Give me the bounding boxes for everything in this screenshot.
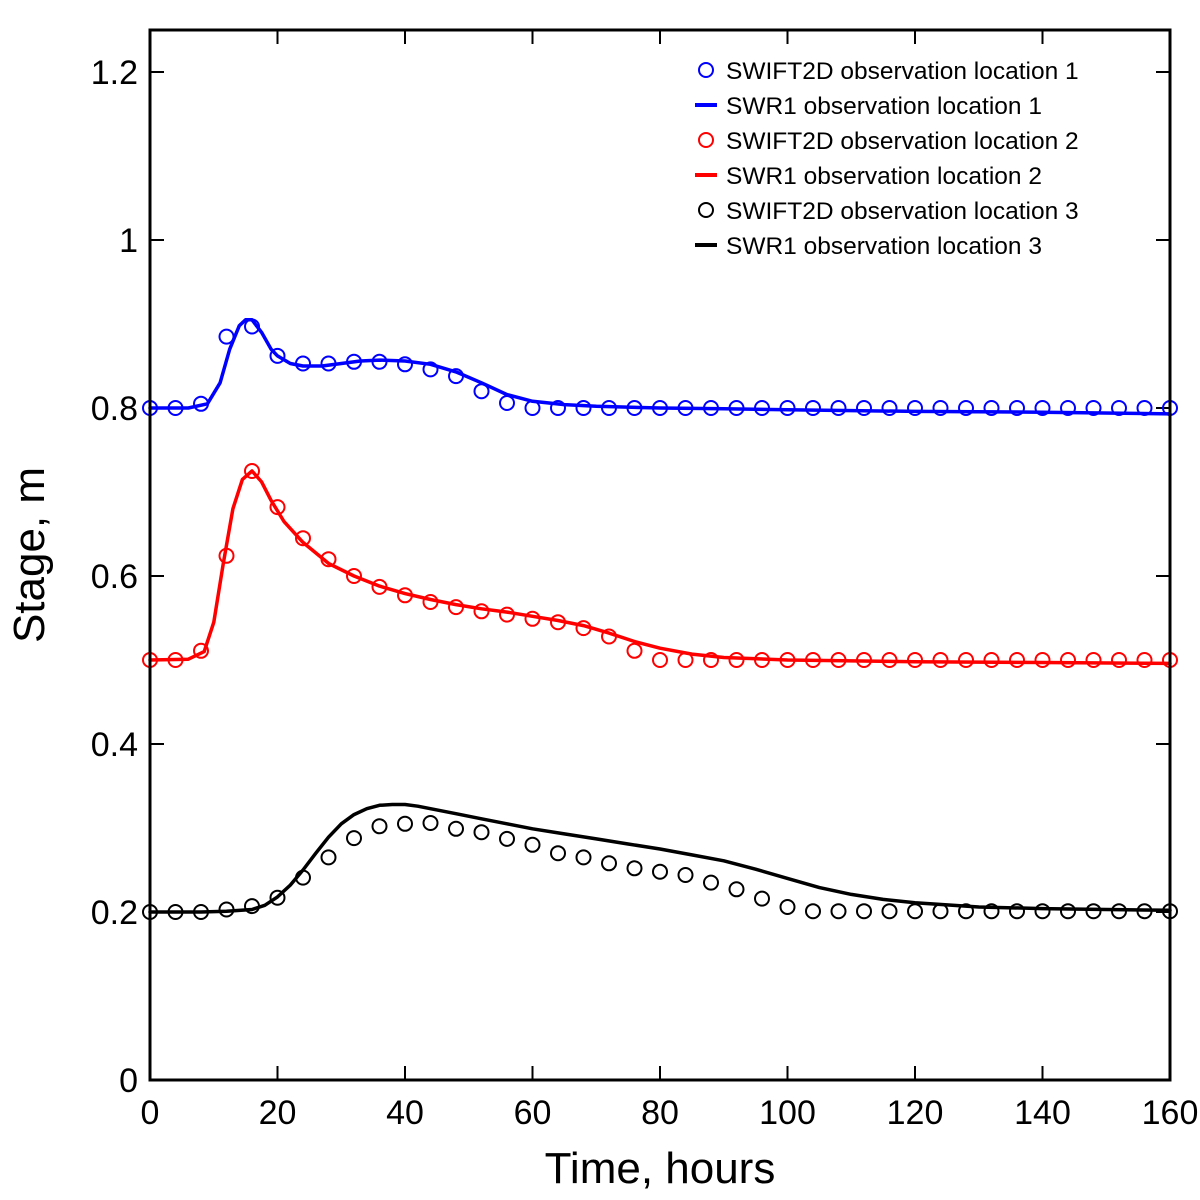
y-axis-title: Stage, m <box>5 467 54 643</box>
series-3-point <box>652 652 668 668</box>
y-tick-label: 0.4 <box>91 726 138 764</box>
series-line-6 <box>148 802 1172 914</box>
series-3-point <box>703 652 719 668</box>
legend-entry-label: SWIFT2D observation location 3 <box>726 198 1079 225</box>
series-5-point <box>422 815 439 831</box>
x-tick-label: 80 <box>641 1094 679 1132</box>
series-3-point <box>626 642 643 659</box>
legend-marker-swatch <box>698 62 714 78</box>
series-3-point <box>1136 652 1153 668</box>
series-5-point <box>856 903 872 920</box>
x-tick-label: 20 <box>259 1094 297 1132</box>
series-5-point <box>703 874 719 891</box>
series-1-point <box>958 400 974 416</box>
series-3-point <box>932 652 949 668</box>
series-5-point <box>320 849 337 866</box>
x-tick-label: 120 <box>887 1094 944 1132</box>
series-5-point <box>575 849 592 866</box>
series-3-point <box>958 652 974 668</box>
series-1-point <box>830 400 847 416</box>
series-5-point <box>397 815 413 832</box>
series-5-point <box>269 889 286 906</box>
series-3-point <box>983 652 1000 668</box>
series-1-point <box>575 400 592 416</box>
legend-marker-swatch <box>698 132 714 148</box>
x-tick-label: 40 <box>386 1094 424 1132</box>
series-1-point <box>550 400 566 416</box>
legend-entry-label: SWIFT2D observation location 2 <box>726 128 1079 155</box>
series-5-point <box>805 903 821 920</box>
plot-frame <box>148 28 1172 1082</box>
series-3-point <box>295 530 311 547</box>
series-5-point <box>524 836 541 853</box>
series-5-point <box>830 903 847 920</box>
legend-entry-label: SWR1 observation location 3 <box>726 233 1042 260</box>
y-tick-label: 0.8 <box>91 390 138 428</box>
y-tick-label: 0.6 <box>91 558 138 596</box>
y-tick-label: 1.2 <box>91 54 138 92</box>
series-layer <box>142 318 1178 920</box>
series-5-point <box>983 903 1000 920</box>
series-3-point <box>1009 652 1025 668</box>
series-line-4 <box>148 469 1172 666</box>
series-1-point <box>1111 400 1127 416</box>
legend-marker-swatch <box>698 202 714 218</box>
series-3-point <box>244 463 260 479</box>
series-5-point <box>881 903 898 920</box>
x-tick-label: 160 <box>1142 1094 1199 1132</box>
series-5-point <box>1085 903 1102 920</box>
series-5-point <box>1034 903 1051 920</box>
x-tick-label: 140 <box>1014 1094 1071 1132</box>
series-5-point <box>371 818 388 835</box>
series-5-point <box>448 820 464 837</box>
series-3-point <box>193 642 209 659</box>
series-5-point <box>652 863 668 880</box>
y-tick-label: 0 <box>119 1062 138 1100</box>
series-1-point <box>397 356 413 373</box>
series-1-point <box>1085 400 1102 416</box>
series-1-point <box>1034 400 1051 416</box>
series-1-point <box>269 347 286 364</box>
series-5-point <box>677 867 694 883</box>
series-line-2 <box>148 318 1172 416</box>
series-1-point <box>1060 400 1076 416</box>
x-axis-title: Time, hours <box>545 1144 776 1193</box>
series-3-point <box>1060 652 1076 668</box>
x-tick-label: 60 <box>514 1094 552 1132</box>
series-1-point <box>881 400 898 416</box>
y-tick-label: 1 <box>119 222 138 260</box>
series-1-point <box>907 400 923 416</box>
x-tick-label: 0 <box>141 1094 160 1132</box>
legend-entry-label: SWR1 observation location 2 <box>726 163 1042 190</box>
y-tick-label: 0.2 <box>91 894 138 932</box>
series-5-point <box>779 899 796 915</box>
series-5-point <box>728 881 745 898</box>
series-5-point <box>958 903 974 920</box>
series-3-point <box>1111 652 1127 668</box>
series-1-point <box>1009 400 1025 416</box>
x-tick-label: 100 <box>759 1094 816 1132</box>
series-1-point <box>422 361 439 378</box>
series-3-point <box>1034 652 1051 668</box>
series-1-point <box>983 400 1000 416</box>
series-3-point <box>1085 652 1102 668</box>
legend-entry-label: SWR1 observation location 1 <box>726 93 1042 120</box>
series-1-point <box>856 400 872 416</box>
series-5-point <box>473 824 490 841</box>
legend-entry-label: SWIFT2D observation location 1 <box>726 58 1079 85</box>
series-5-point <box>754 890 770 907</box>
series-1-point <box>932 400 949 416</box>
series-5-point <box>1009 903 1025 920</box>
series-5-point <box>626 860 643 877</box>
series-1-point <box>805 400 821 416</box>
series-3-point <box>346 568 362 584</box>
series-5-point <box>499 830 515 847</box>
series-5-point <box>601 855 617 872</box>
tick-labels: 0 20 40 60 80 100 120 140 160 0 0.2 0.4 0.6 0.8 1 1.2 <box>91 54 1199 1132</box>
legend: SWIFT2D observation location 1 SWR1 obser… <box>695 58 1079 260</box>
series-5-point <box>346 830 362 847</box>
series-5-point <box>550 845 566 862</box>
series-5-point <box>1060 903 1076 920</box>
